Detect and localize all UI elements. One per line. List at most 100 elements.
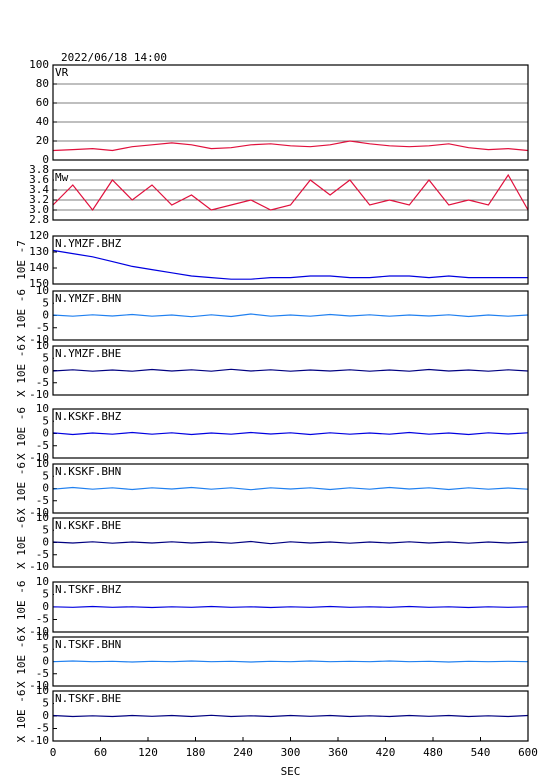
y-axis-label: X 10E -6 <box>15 581 28 634</box>
label-bg <box>54 465 126 478</box>
label-bg <box>54 171 70 184</box>
x-tick-label: 300 <box>281 746 301 759</box>
y-tick-label: 10 <box>36 339 49 352</box>
y-tick-label: 130 <box>29 245 49 258</box>
y-tick-label: -5 <box>36 321 49 334</box>
y-tick-label: 120 <box>29 229 49 242</box>
panel-label: N.KSKF.BHN <box>55 465 121 478</box>
x-tick-label: 60 <box>94 746 107 759</box>
y-tick-label: 3.0 <box>29 203 49 216</box>
trace <box>52 660 529 663</box>
y-tick-label: 80 <box>36 77 49 90</box>
y-tick-label: 140 <box>29 261 49 274</box>
y-tick-label: 10 <box>36 575 49 588</box>
trace <box>52 313 529 318</box>
panel-label: N.YMZF.BHN <box>55 292 121 305</box>
y-tick-label: 3.8 <box>29 163 49 176</box>
trace <box>52 714 529 718</box>
x-tick-label: 0 <box>50 746 57 759</box>
x-tick-label: 180 <box>186 746 206 759</box>
y-tick-label: 5 <box>42 523 49 536</box>
panel-frame <box>52 290 529 341</box>
panel-label: N.YMZF.BHE <box>55 347 121 360</box>
y-tick-label: 3.6 <box>29 173 49 186</box>
y-tick-label: 60 <box>36 96 49 109</box>
x-tick-label: 540 <box>471 746 491 759</box>
y-tick-label: 20 <box>36 134 49 147</box>
y-tick-label: 10 <box>36 457 49 470</box>
timestamp: 2022/06/18 14:00 <box>61 51 167 64</box>
y-tick-label: 0 <box>42 153 49 166</box>
y-axis-label: X 10E -6 <box>15 635 28 688</box>
y-tick-label: 10 <box>36 684 49 697</box>
panel-frame <box>52 235 529 285</box>
y-tick-label: -10 <box>29 734 49 747</box>
y-axis-label: X 10E -6 <box>15 289 28 342</box>
trace <box>52 173 529 212</box>
label-bg <box>54 638 126 651</box>
y-tick-label: -5 <box>36 376 49 389</box>
y-tick-label: 10 <box>36 630 49 643</box>
y-tick-label: 0 <box>42 600 49 613</box>
y-tick-label: -10 <box>29 506 49 519</box>
panel-frame <box>52 408 529 459</box>
trace <box>52 249 528 280</box>
label-bg <box>54 583 126 596</box>
trace <box>52 368 529 372</box>
y-tick-label: -5 <box>36 439 49 452</box>
y-tick-label: -5 <box>36 667 49 680</box>
panel-label: N.TSKF.BHZ <box>55 583 122 596</box>
y-tick-label: 3.4 <box>29 183 49 196</box>
y-tick-label: 5 <box>42 588 49 601</box>
y-tick-label: -10 <box>29 388 49 401</box>
panel-frame <box>52 463 529 514</box>
trace <box>52 486 529 491</box>
panel-label: N.KSKF.BHE <box>55 519 121 532</box>
panel-frame <box>52 169 529 221</box>
label-bg <box>54 519 126 532</box>
y-tick-label: -10 <box>29 451 49 464</box>
label-bg <box>54 66 70 79</box>
y-tick-label: -5 <box>36 548 49 561</box>
trace <box>52 431 529 436</box>
y-axis-label: X 10E -6 <box>15 516 28 569</box>
y-tick-label: -5 <box>36 494 49 507</box>
y-tick-label: 0 <box>42 482 49 495</box>
panel-frame <box>52 581 529 633</box>
y-tick-label: 0 <box>42 655 49 668</box>
y-tick-label: -10 <box>29 560 49 573</box>
y-tick-label: 100 <box>29 58 49 71</box>
panel-label: N.TSKF.BHE <box>55 692 121 705</box>
panel-label: N.KSKF.BHZ <box>55 410 122 423</box>
trace <box>52 140 529 152</box>
panel-frame <box>52 345 529 396</box>
y-tick-label: -5 <box>36 613 49 626</box>
y-tick-label: -10 <box>29 679 49 692</box>
label-bg <box>54 410 126 423</box>
x-tick-label: 600 <box>518 746 538 759</box>
x-tick-label: 420 <box>376 746 396 759</box>
y-tick-label: 0 <box>42 536 49 549</box>
label-bg <box>54 237 126 250</box>
y-axis-label: X 10E -6 <box>15 344 28 397</box>
y-tick-label: 5 <box>42 296 49 309</box>
y-axis-label: X 10E -6 <box>15 690 28 743</box>
y-axis-label: 10E -7 <box>15 240 28 280</box>
y-tick-label: 2.8 <box>29 213 49 226</box>
panel-label: N.TSKF.BHN <box>55 638 121 651</box>
y-tick-label: 0 <box>42 427 49 440</box>
y-tick-label: 10 <box>36 402 49 415</box>
trace <box>52 540 529 545</box>
y-tick-label: -10 <box>29 333 49 346</box>
y-axis-label: X 10E -6 <box>15 462 28 515</box>
x-tick-label: 360 <box>328 746 348 759</box>
x-tick-label: 480 <box>423 746 443 759</box>
y-tick-label: 0 <box>42 709 49 722</box>
label-bg <box>54 292 126 305</box>
y-tick-label: 5 <box>42 351 49 364</box>
x-tick-label: 240 <box>233 746 253 759</box>
y-tick-label: 5 <box>42 697 49 710</box>
y-tick-label: 3.2 <box>29 193 49 206</box>
y-tick-label: 10 <box>36 511 49 524</box>
